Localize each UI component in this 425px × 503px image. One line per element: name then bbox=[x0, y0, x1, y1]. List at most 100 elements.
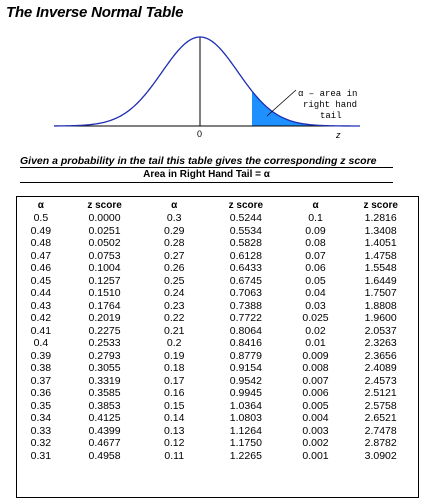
zscore-cell: 0.1764 bbox=[88, 299, 121, 312]
zscore-cell: 2.3263 bbox=[364, 337, 397, 349]
zscore-cell: 2.8782 bbox=[364, 437, 397, 449]
z-label: z bbox=[335, 130, 341, 140]
table-heading: Area in Right Hand Tail = α bbox=[143, 169, 270, 180]
zscore-cell: 1.0364 bbox=[229, 399, 262, 412]
alpha-cell: 0.2 bbox=[166, 337, 182, 349]
zscore-cell: 0.3853 bbox=[88, 399, 121, 412]
zscore-cell: 0.0251 bbox=[88, 224, 121, 237]
zscore-cell: 1.2816 bbox=[364, 212, 397, 224]
zscore-cell: 0.5244 bbox=[229, 212, 262, 224]
alpha-cell: 0.14 bbox=[164, 412, 185, 424]
zscore-cell: 0.9154 bbox=[229, 362, 262, 374]
alpha-column-header: α bbox=[37, 200, 44, 211]
alpha-cell: 0.37 bbox=[30, 374, 52, 387]
alpha-cell: 0.29 bbox=[164, 224, 185, 237]
zscore-cell: 1.3408 bbox=[364, 224, 397, 237]
alpha-cell: 0.001 bbox=[302, 449, 329, 462]
zscore-cell: 0.2019 bbox=[88, 312, 121, 324]
zscore-cell: 1.7507 bbox=[364, 287, 397, 299]
zscore-cell: 2.0537 bbox=[364, 324, 397, 337]
alpha-cell: 0.43 bbox=[30, 299, 52, 312]
zscore-cell: 0.7388 bbox=[229, 299, 262, 312]
zscore-cell: 2.4089 bbox=[364, 362, 397, 374]
zscore-cell: 0.6745 bbox=[229, 274, 262, 287]
right-tail-shaded-area bbox=[252, 91, 360, 126]
alpha-cell: 0.27 bbox=[164, 249, 185, 262]
alpha-cell: 0.33 bbox=[30, 424, 52, 437]
alpha-cell: 0.007 bbox=[302, 374, 329, 387]
alpha-cell: 0.002 bbox=[302, 437, 329, 449]
alpha-cell: 0.28 bbox=[164, 237, 185, 249]
zscore-cell: 0.4125 bbox=[88, 412, 121, 424]
zscore-cell: 1.6449 bbox=[364, 274, 397, 287]
zscore-cell: 1.2265 bbox=[229, 449, 262, 462]
alpha-cell: 0.18 bbox=[164, 362, 185, 374]
zscore-column-header: z score bbox=[87, 200, 122, 211]
alpha-cell: 0.38 bbox=[30, 362, 52, 374]
alpha-cell: 0.23 bbox=[164, 299, 185, 312]
alpha-cell: 0.36 bbox=[30, 387, 52, 399]
zscore-cell: 1.0803 bbox=[229, 412, 262, 424]
zscore-cell: 0.5534 bbox=[229, 224, 262, 237]
page-title: The Inverse Normal Table bbox=[6, 4, 184, 21]
alpha-cell: 0.1 bbox=[308, 212, 323, 224]
table-column-4: z score 0.5244 0.5534 0.5828 0.6128 0.6433 0.6… bbox=[204, 197, 288, 462]
zscore-cell: 1.4758 bbox=[364, 249, 397, 262]
zscore-cell: 2.5758 bbox=[364, 399, 397, 412]
zscore-cell: 0.6433 bbox=[229, 262, 262, 274]
tail-pointer-line bbox=[266, 89, 297, 117]
alpha-cell: 0.41 bbox=[30, 324, 52, 337]
zscore-cell: 0.5828 bbox=[229, 237, 262, 249]
alpha-cell: 0.32 bbox=[30, 437, 52, 449]
zscore-cell: 0.3585 bbox=[88, 387, 121, 399]
zscore-cell: 1.1264 bbox=[229, 424, 262, 437]
zscore-cell: 0.1004 bbox=[88, 262, 121, 274]
zscore-cell: 2.4573 bbox=[364, 374, 397, 387]
alpha-cell: 0.004 bbox=[302, 412, 329, 424]
alpha-cell: 0.19 bbox=[164, 349, 185, 362]
alpha-cell: 0.31 bbox=[30, 449, 52, 462]
zscore-cell: 2.7478 bbox=[364, 424, 397, 437]
zscore-cell: 1.9600 bbox=[364, 312, 397, 324]
table-column-2: z score 0.0000 0.0251 0.0502 0.0753 0.1004 0.1… bbox=[65, 197, 145, 462]
zscore-cell: 0.4958 bbox=[88, 449, 121, 462]
inverse-normal-table: α 0.5 0.49 0.48 0.47 0.46 0.45 0.44 0.43 0.42 0.41… bbox=[16, 196, 419, 498]
table-column-1: α 0.5 0.49 0.48 0.47 0.46 0.45 0.44 0.43 0.42 0.41… bbox=[17, 197, 65, 462]
zscore-cell: 0.6128 bbox=[229, 249, 262, 262]
zscore-cell: 1.4051 bbox=[364, 237, 397, 249]
zscore-cell: 0.3319 bbox=[88, 374, 121, 387]
alpha-cell: 0.5 bbox=[33, 212, 49, 224]
alpha-cell: 0.34 bbox=[30, 412, 52, 424]
zscore-cell: 0.1510 bbox=[88, 287, 121, 299]
subtitle-divider-top bbox=[20, 167, 393, 168]
zscore-cell: 2.5121 bbox=[364, 387, 397, 399]
zscore-cell: 0.2275 bbox=[88, 324, 121, 337]
normal-curve-svg: 0 z α – area in right hand tail bbox=[54, 36, 360, 140]
zscore-cell: 0.0753 bbox=[88, 249, 121, 262]
zscore-cell: 1.1750 bbox=[229, 437, 262, 449]
alpha-cell: 0.25 bbox=[164, 274, 185, 287]
table-columns: α 0.5 0.49 0.48 0.47 0.46 0.45 0.44 0.43 0.42 0.41… bbox=[17, 197, 418, 462]
alpha-cell: 0.04 bbox=[305, 287, 326, 299]
alpha-cell: 0.17 bbox=[164, 374, 185, 387]
alpha-cell: 0.46 bbox=[30, 262, 52, 274]
alpha-cell: 0.49 bbox=[30, 224, 52, 237]
zscore-cell: 1.8808 bbox=[364, 299, 397, 312]
alpha-cell: 0.11 bbox=[164, 449, 185, 462]
bell-curve bbox=[54, 36, 360, 127]
tail-label-line3: tail bbox=[320, 111, 342, 121]
zscore-column-header: z score bbox=[363, 200, 398, 211]
alpha-cell: 0.008 bbox=[302, 362, 329, 374]
alpha-cell: 0.42 bbox=[30, 312, 52, 324]
tail-label-line1: α – area in bbox=[298, 89, 357, 99]
zscore-column-header: z score bbox=[228, 200, 264, 211]
zscore-cell: 3.0902 bbox=[364, 449, 397, 462]
alpha-cell: 0.45 bbox=[30, 274, 52, 287]
zscore-cell: 0.2793 bbox=[88, 349, 121, 362]
zscore-cell: 0.7722 bbox=[229, 312, 262, 324]
alpha-cell: 0.16 bbox=[164, 387, 185, 399]
zero-label: 0 bbox=[197, 129, 202, 139]
subtitle-divider-bottom bbox=[20, 182, 393, 183]
zscore-cell: 0.9945 bbox=[229, 387, 262, 399]
zscore-cell: 0.9542 bbox=[229, 374, 262, 387]
